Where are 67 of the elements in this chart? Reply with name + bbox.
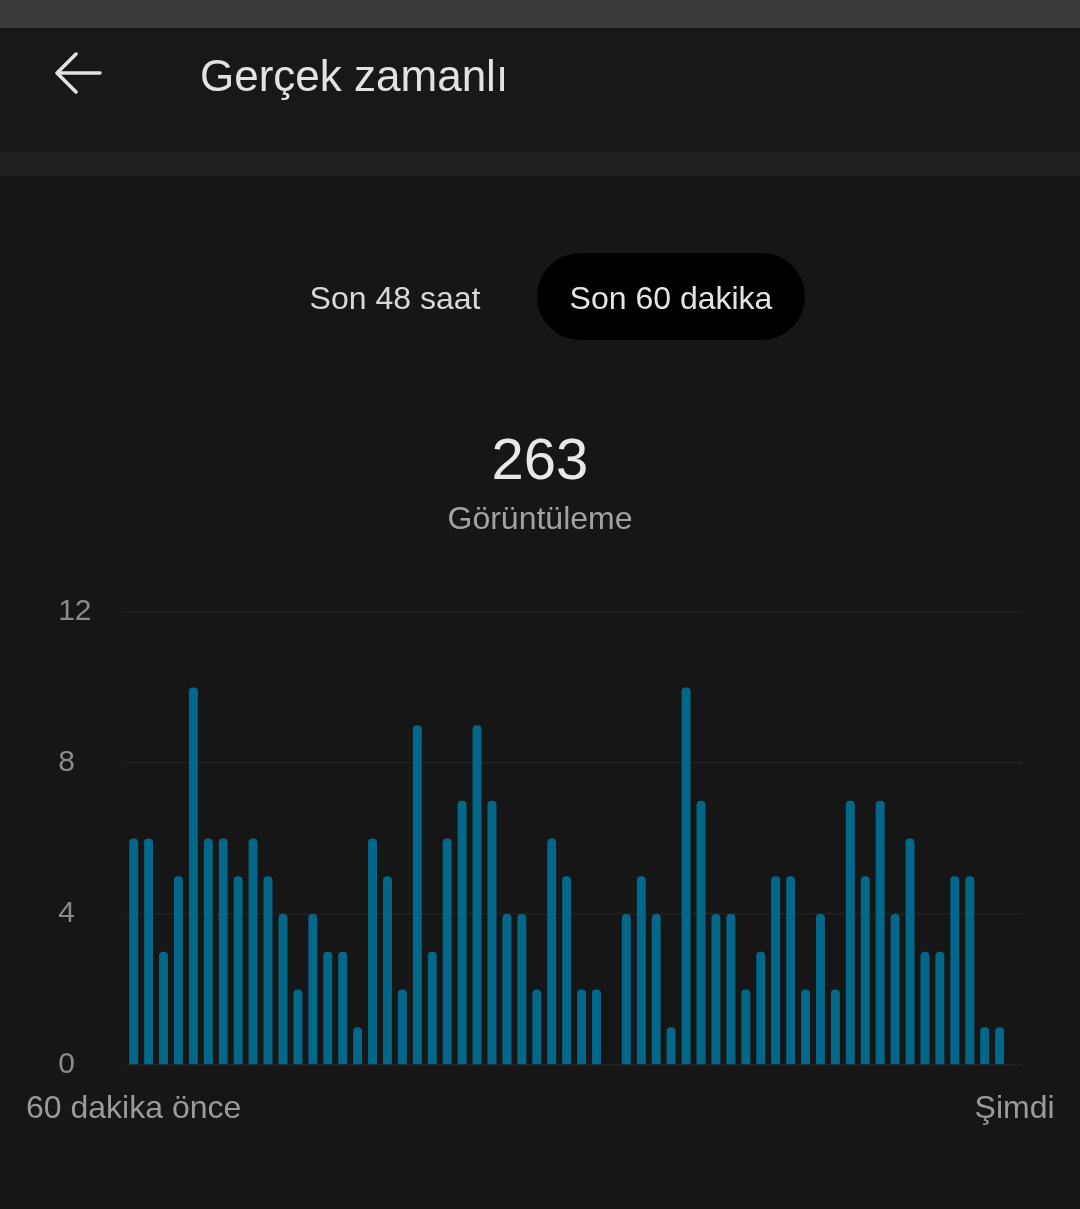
y-tick-label: 4: [58, 895, 75, 929]
bar: [427, 951, 437, 1065]
chart-title: Gerçek zamanlı: [200, 50, 509, 102]
bar: [890, 914, 900, 1065]
bar: [278, 914, 288, 1065]
bar: [681, 687, 691, 1065]
bar: [308, 914, 318, 1065]
bar: [323, 951, 333, 1065]
bar: [577, 989, 587, 1065]
bar: [636, 876, 646, 1065]
bar: [965, 876, 975, 1065]
bar: [353, 1027, 363, 1065]
bar: [368, 838, 378, 1065]
bar: [293, 989, 303, 1065]
bar: [144, 838, 154, 1065]
bar: [741, 989, 751, 1065]
bar: [159, 951, 168, 1065]
bar: [666, 1027, 676, 1065]
bar: [517, 914, 527, 1065]
bar: [233, 876, 243, 1065]
bar: [218, 838, 228, 1065]
bar: [830, 989, 840, 1065]
bar: [771, 876, 781, 1065]
bar: [338, 951, 348, 1065]
bar: [726, 914, 736, 1065]
text: 263: [490, 425, 590, 493]
bar: [562, 876, 572, 1065]
bar: [801, 989, 810, 1065]
bar: [203, 838, 213, 1065]
y-tick-label: 0: [58, 1046, 75, 1080]
text: Görüntüleme: [446, 499, 634, 538]
bar: [995, 1027, 1005, 1065]
x-tick-label: 60 dakika önce: [26, 1089, 242, 1126]
y-tick-label: 8: [58, 744, 75, 778]
bar: [860, 876, 870, 1065]
bar: [935, 951, 945, 1065]
text: Son 60 dakika: [568, 279, 774, 318]
bar: [173, 876, 183, 1065]
y-tick-label: 12: [58, 593, 92, 627]
bar: [920, 951, 930, 1065]
bar: [711, 914, 721, 1065]
bar: [382, 876, 392, 1065]
bar: [756, 951, 766, 1065]
x-tick-label: Şimdi: [974, 1089, 1055, 1126]
bar: [487, 800, 497, 1065]
bar: [472, 725, 482, 1065]
bar: [592, 989, 601, 1065]
bar: [950, 876, 960, 1065]
bar: [651, 914, 661, 1065]
text: Son 48 saat: [308, 279, 482, 318]
bar: [442, 838, 452, 1065]
bar: [845, 800, 855, 1065]
bar: [502, 914, 512, 1065]
bar: [129, 838, 139, 1065]
bar: [532, 989, 542, 1065]
bar: [621, 914, 631, 1065]
bar: [905, 838, 915, 1065]
bar: [397, 989, 407, 1065]
bar: [457, 800, 467, 1065]
bar: [815, 914, 825, 1065]
bar: [786, 876, 796, 1065]
bar: [875, 800, 885, 1065]
bar: [980, 1027, 990, 1065]
bar: [547, 838, 557, 1065]
bar: [188, 687, 198, 1065]
bar: [412, 725, 422, 1065]
bar: [248, 838, 258, 1065]
